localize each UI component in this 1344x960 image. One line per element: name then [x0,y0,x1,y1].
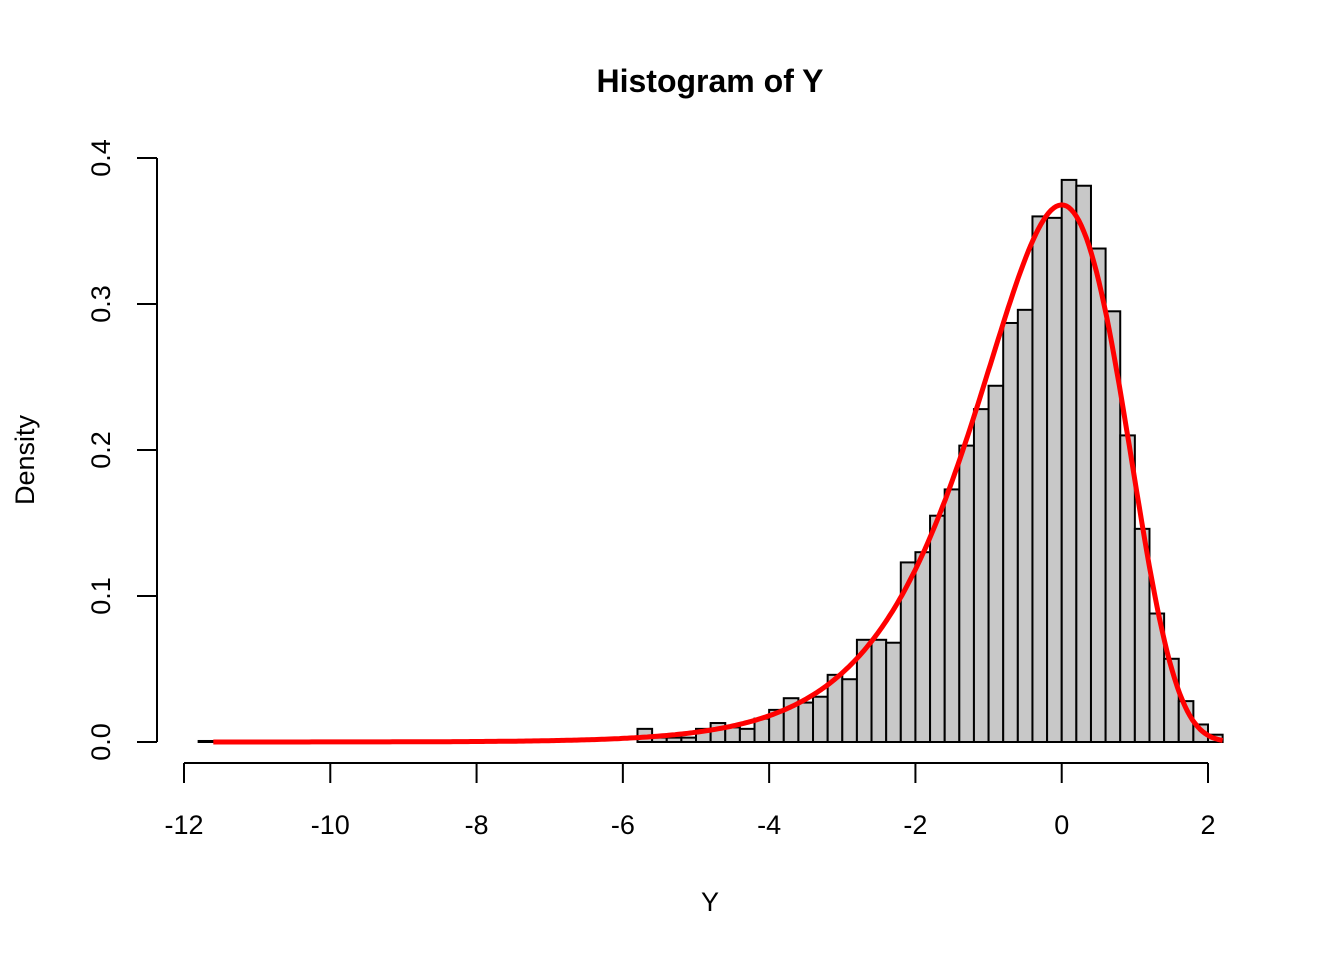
y-tick-label: 0.0 [86,723,116,761]
histogram-bar [972,408,990,743]
x-tick-label: -4 [757,810,781,840]
x-tick-label: -10 [311,810,350,840]
histogram-bar [812,695,829,743]
histogram-bar [958,444,975,743]
chart-title: Histogram of Y [597,63,824,99]
histogram-bar [197,739,215,744]
histogram-bar [797,701,815,744]
histogram-bar [665,736,683,743]
y-tick-label: 0.3 [86,285,116,323]
histogram-bar [1031,215,1049,743]
x-axis: -12 -10 -8 -6 -4 -2 0 2 [164,762,1216,840]
histogram-bar [1016,308,1034,743]
x-tick-label: -8 [465,810,489,840]
histogram-bar [1075,184,1092,744]
histogram-bar [1089,247,1107,744]
histogram-bar [943,488,961,744]
histogram-bar [1060,178,1078,743]
y-axis: 0.0 0.1 0.2 0.3 0.4 [86,139,158,761]
histogram-bar [885,641,902,743]
y-tick-label: 0.4 [86,139,116,177]
histogram-bar [914,551,932,744]
x-tick-label: -12 [164,810,203,840]
histogram-bar [724,726,741,744]
x-tick-label: -2 [903,810,927,840]
histogram-bar [929,514,946,744]
histogram-bar [841,678,858,743]
histogram-bar [738,727,756,743]
density-curve [213,202,1224,745]
histogram-bar [870,638,888,743]
x-tick-label: 0 [1054,810,1069,840]
histogram-bar [1046,216,1063,744]
x-tick-label: 2 [1200,810,1215,840]
histogram-bar [1002,321,1019,743]
y-axis-label: Density [10,414,40,505]
x-tick-label: -6 [611,810,635,840]
density-curve-group [213,202,1224,745]
x-axis-label: Y [701,887,719,917]
histogram-bar [987,384,1005,743]
y-tick-label: 0.2 [86,431,116,469]
histogram-bar [680,736,697,743]
bars [197,178,1224,744]
y-tick-label: 0.1 [86,577,116,615]
